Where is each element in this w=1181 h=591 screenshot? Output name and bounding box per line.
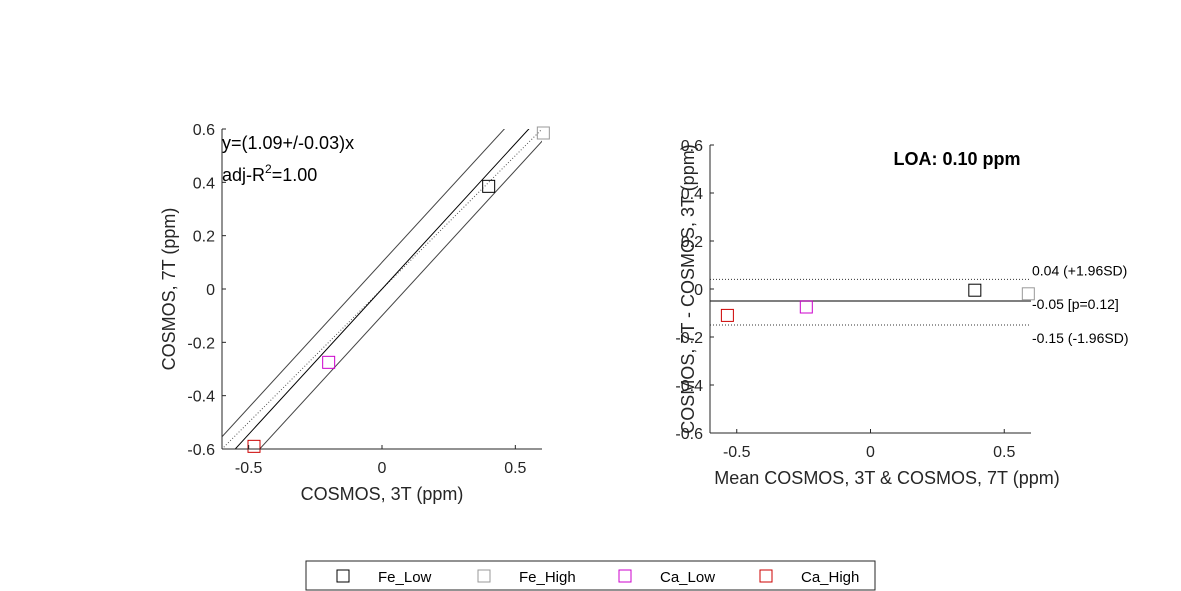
point-ca-high [720, 308, 734, 322]
right-x-axis-label: Mean COSMOS, 3T & COSMOS, 7T (ppm) [714, 468, 1059, 488]
fit-equation-annotation: y=(1.09+/-0.03)x [222, 133, 354, 153]
right-x-tick-label: -0.5 [723, 444, 751, 461]
left-y-tick-label: 0.4 [193, 175, 215, 192]
left-x-tick-label: 0 [378, 460, 387, 477]
mean-diff-label: -0.05 [p=0.12] [1032, 296, 1119, 312]
lower-loa-label: -0.15 (-1.96SD) [1032, 330, 1128, 346]
right-y-tick-label: -0.4 [675, 378, 703, 395]
fit-line [234, 129, 530, 449]
loa-title: LOA: 0.10 ppm [893, 149, 1020, 169]
bland-altman-plot: -0.5 0 0.5 -0.6 -0.4 -0.2 0 0.2 0.4 0.6 LOA: 0.10… [675, 138, 1128, 488]
lower-bound-line [258, 140, 542, 449]
legend-marker-fe-high [477, 569, 491, 583]
left-y-tick-label: 0.2 [193, 229, 215, 246]
point-fe-low [482, 179, 496, 193]
point-fe-high [1021, 287, 1035, 301]
legend-label-ca-low: Ca_Low [660, 569, 715, 586]
left-y-axis-label: COSMOS, 7T (ppm) [159, 208, 179, 371]
right-y-axis-label: COSMOS, 7T - COSMOS, 3T (ppm) [678, 144, 698, 433]
right-y-tick-label: 0.4 [681, 186, 703, 203]
upper-bound-line [222, 129, 506, 438]
point-fe-low [968, 283, 982, 297]
point-fe-high [536, 126, 550, 140]
legend-label-fe-low: Fe_Low [378, 569, 432, 586]
regression-plot: -0.5 0 0.5 -0.6 -0.4 -0.2 0 0.2 0.4 0.6 y=(1.09+/… [159, 122, 550, 504]
left-y-tick-label: -0.4 [187, 389, 215, 406]
point-ca-low [322, 355, 336, 369]
point-ca-low [799, 300, 813, 314]
left-y-tick-label: 0 [206, 282, 215, 299]
left-y-tick-label: -0.6 [187, 442, 215, 459]
left-x-axis-label: COSMOS, 3T (ppm) [301, 484, 464, 504]
legend-marker-fe-low [336, 569, 350, 583]
legend-box [305, 560, 876, 591]
right-y-tick-label: -0.6 [675, 426, 703, 443]
right-x-tick-label: 0 [866, 444, 875, 461]
left-y-tick-label: -0.2 [187, 335, 215, 352]
right-y-tick-label: 0 [694, 282, 703, 299]
r2-annotation: adj-R2=1.00 [222, 162, 317, 185]
legend: Fe_Low Fe_High Ca_Low Ca_High [305, 560, 876, 591]
left-x-tick-label: -0.5 [235, 460, 263, 477]
right-y-tick-label: 0.6 [681, 138, 703, 155]
legend-marker-ca-high [759, 569, 773, 583]
left-x-tick-label: 0.5 [504, 460, 526, 477]
right-y-tick-label: -0.2 [675, 330, 703, 347]
upper-loa-label: 0.04 (+1.96SD) [1032, 262, 1127, 278]
left-y-tick-label: 0.6 [193, 122, 215, 139]
legend-marker-ca-low [618, 569, 632, 583]
point-ca-high [247, 439, 261, 453]
legend-label-fe-high: Fe_High [519, 569, 576, 586]
legend-label-ca-high: Ca_High [801, 569, 859, 586]
right-x-tick-label: 0.5 [993, 444, 1015, 461]
right-y-tick-label: 0.2 [681, 234, 703, 251]
